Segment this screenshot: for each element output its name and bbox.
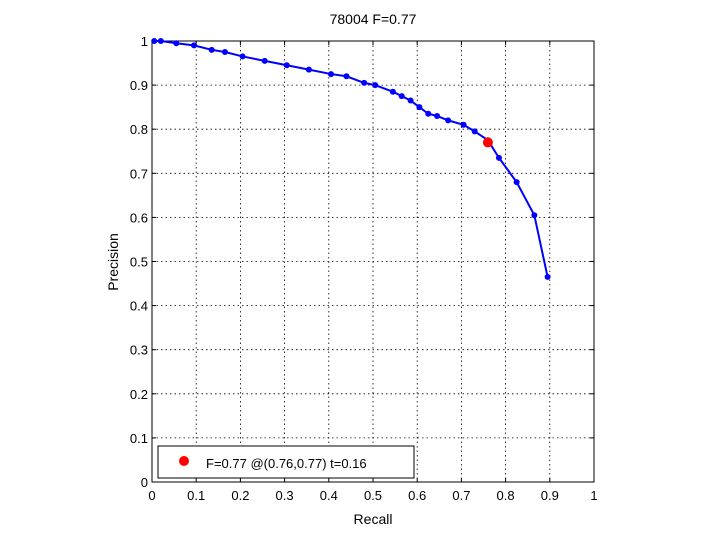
- data-point: [471, 128, 478, 135]
- x-tick-label: 0.8: [497, 488, 515, 503]
- y-tick-label: 0.3: [130, 343, 148, 358]
- x-tick-label: 0: [148, 488, 155, 503]
- x-tick-label: 0.6: [408, 488, 426, 503]
- data-point: [239, 53, 246, 60]
- y-tick-label: 1: [141, 34, 148, 49]
- y-tick-label: 0.1: [130, 431, 148, 446]
- data-point: [328, 71, 335, 78]
- y-tick-label: 0: [141, 475, 148, 490]
- y-tick-label: 0.9: [130, 78, 148, 93]
- data-point: [398, 93, 405, 100]
- legend-label: F=0.77 @(0.76,0.77) t=0.16: [206, 456, 367, 471]
- data-point: [460, 121, 467, 128]
- data-point: [151, 38, 158, 44]
- y-tick-label: 0.8: [130, 122, 148, 137]
- data-point: [361, 79, 368, 86]
- data-point: [157, 38, 164, 44]
- x-tick-labels: 0 0.1 0.2 0.3 0.4 0.5 0.6 0.7 0.8 0.9 1: [148, 488, 597, 503]
- x-tick-label: 0.2: [231, 488, 249, 503]
- data-point: [513, 179, 520, 186]
- data-point: [221, 49, 228, 56]
- y-tick-label: 0.6: [130, 210, 148, 225]
- data-point: [407, 97, 414, 104]
- y-axis-title: Precision: [105, 233, 121, 291]
- data-point: [173, 40, 180, 47]
- data-point: [372, 82, 379, 89]
- legend-box: [157, 445, 415, 479]
- series-line: [154, 40, 549, 278]
- x-axis-title: Recall: [354, 511, 393, 527]
- y-tick-label: 0.2: [130, 387, 148, 402]
- data-point: [208, 46, 215, 53]
- x-tick-label: 0.7: [452, 488, 470, 503]
- data-point: [343, 73, 350, 80]
- data-point: [190, 42, 197, 49]
- data-point: [544, 273, 551, 280]
- data-point: [425, 110, 432, 117]
- best-f-point: [482, 137, 493, 148]
- x-tick-label: 0.9: [541, 488, 559, 503]
- legend-marker: [179, 456, 189, 466]
- data-point: [389, 88, 396, 95]
- x-tick-label: 0.4: [320, 488, 338, 503]
- y-tick-label: 0.4: [130, 299, 148, 314]
- highlight-layer: [482, 137, 493, 148]
- x-tick-label: 0.3: [276, 488, 294, 503]
- chart-title: 78004 F=0.77: [330, 11, 417, 27]
- x-tick-label: 0.5: [364, 488, 382, 503]
- y-tick-labels: 0 0.1 0.2 0.3 0.4 0.5 0.6 0.7 0.8 0.9 1: [130, 34, 148, 490]
- y-tick-label: 0.7: [130, 166, 148, 181]
- x-tick-label: 1: [590, 488, 597, 503]
- data-point: [434, 112, 441, 119]
- series-layer: [151, 38, 551, 280]
- data-point: [495, 154, 502, 161]
- data-point: [261, 57, 268, 64]
- data-point: [283, 62, 290, 69]
- data-point: [416, 104, 423, 111]
- data-point: [531, 212, 538, 219]
- legend: F=0.77 @(0.76,0.77) t=0.16: [157, 445, 415, 479]
- data-point: [305, 66, 312, 73]
- y-tick-label: 0.5: [130, 255, 148, 270]
- data-point: [445, 117, 452, 124]
- x-tick-label: 0.1: [187, 488, 205, 503]
